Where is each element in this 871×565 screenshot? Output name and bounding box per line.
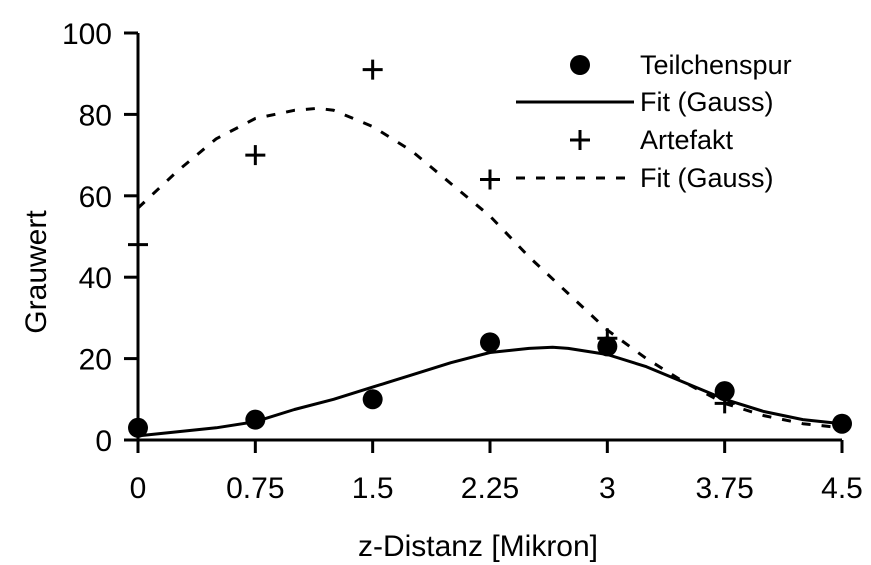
y-tick-label: 60 [79, 181, 112, 214]
teilchenspur-point [128, 417, 148, 438]
artefakt-point [362, 59, 383, 80]
x-tick-label: 1.5 [352, 472, 394, 505]
legend: Teilchenspur Fit (Gauss) Artefakt Fit (Gaus… [516, 50, 792, 193]
x-tick-label: 0.75 [226, 472, 284, 505]
y-tick-label: 0 [95, 425, 112, 458]
artefakt-point [245, 145, 266, 166]
plot-area [128, 59, 852, 438]
legend-circle-symbol [570, 55, 590, 75]
y-tick-label: 40 [79, 262, 112, 295]
legend-label: Artefakt [640, 125, 734, 155]
artefakt-fit-line [136, 106, 843, 430]
x-tick-label: 0 [130, 472, 147, 505]
tick-labels: 0 20 40 60 80 100 0 0.75 1.5 2.25 3 3.75 4.5 [62, 18, 863, 505]
x-tick-label: 4.5 [821, 472, 863, 505]
y-axis-label: Grauwert [20, 210, 53, 334]
teilchenspur-point [480, 332, 500, 353]
artefakt-point [128, 234, 148, 255]
teilchenspur-point [832, 413, 852, 434]
x-axis-label: z-Distanz [Mikron] [358, 530, 598, 563]
y-tick-label: 100 [62, 18, 112, 51]
x-tick-label: 3.75 [695, 472, 753, 505]
teilchenspur-point [362, 389, 383, 410]
teilchenspur-fit-line [137, 345, 843, 438]
artefakt-point [480, 169, 500, 190]
legend-label: Fit (Gauss) [640, 87, 774, 117]
x-tick-label: 3 [599, 472, 616, 505]
x-tick-label: 2.25 [461, 472, 519, 505]
legend-plus-symbol [570, 130, 590, 150]
legend-label: Teilchenspur [640, 50, 792, 80]
teilchenspur-point [245, 409, 266, 430]
y-tick-label: 20 [79, 344, 112, 377]
legend-label: Fit (Gauss) [640, 163, 774, 193]
y-tick-label: 80 [79, 99, 112, 132]
